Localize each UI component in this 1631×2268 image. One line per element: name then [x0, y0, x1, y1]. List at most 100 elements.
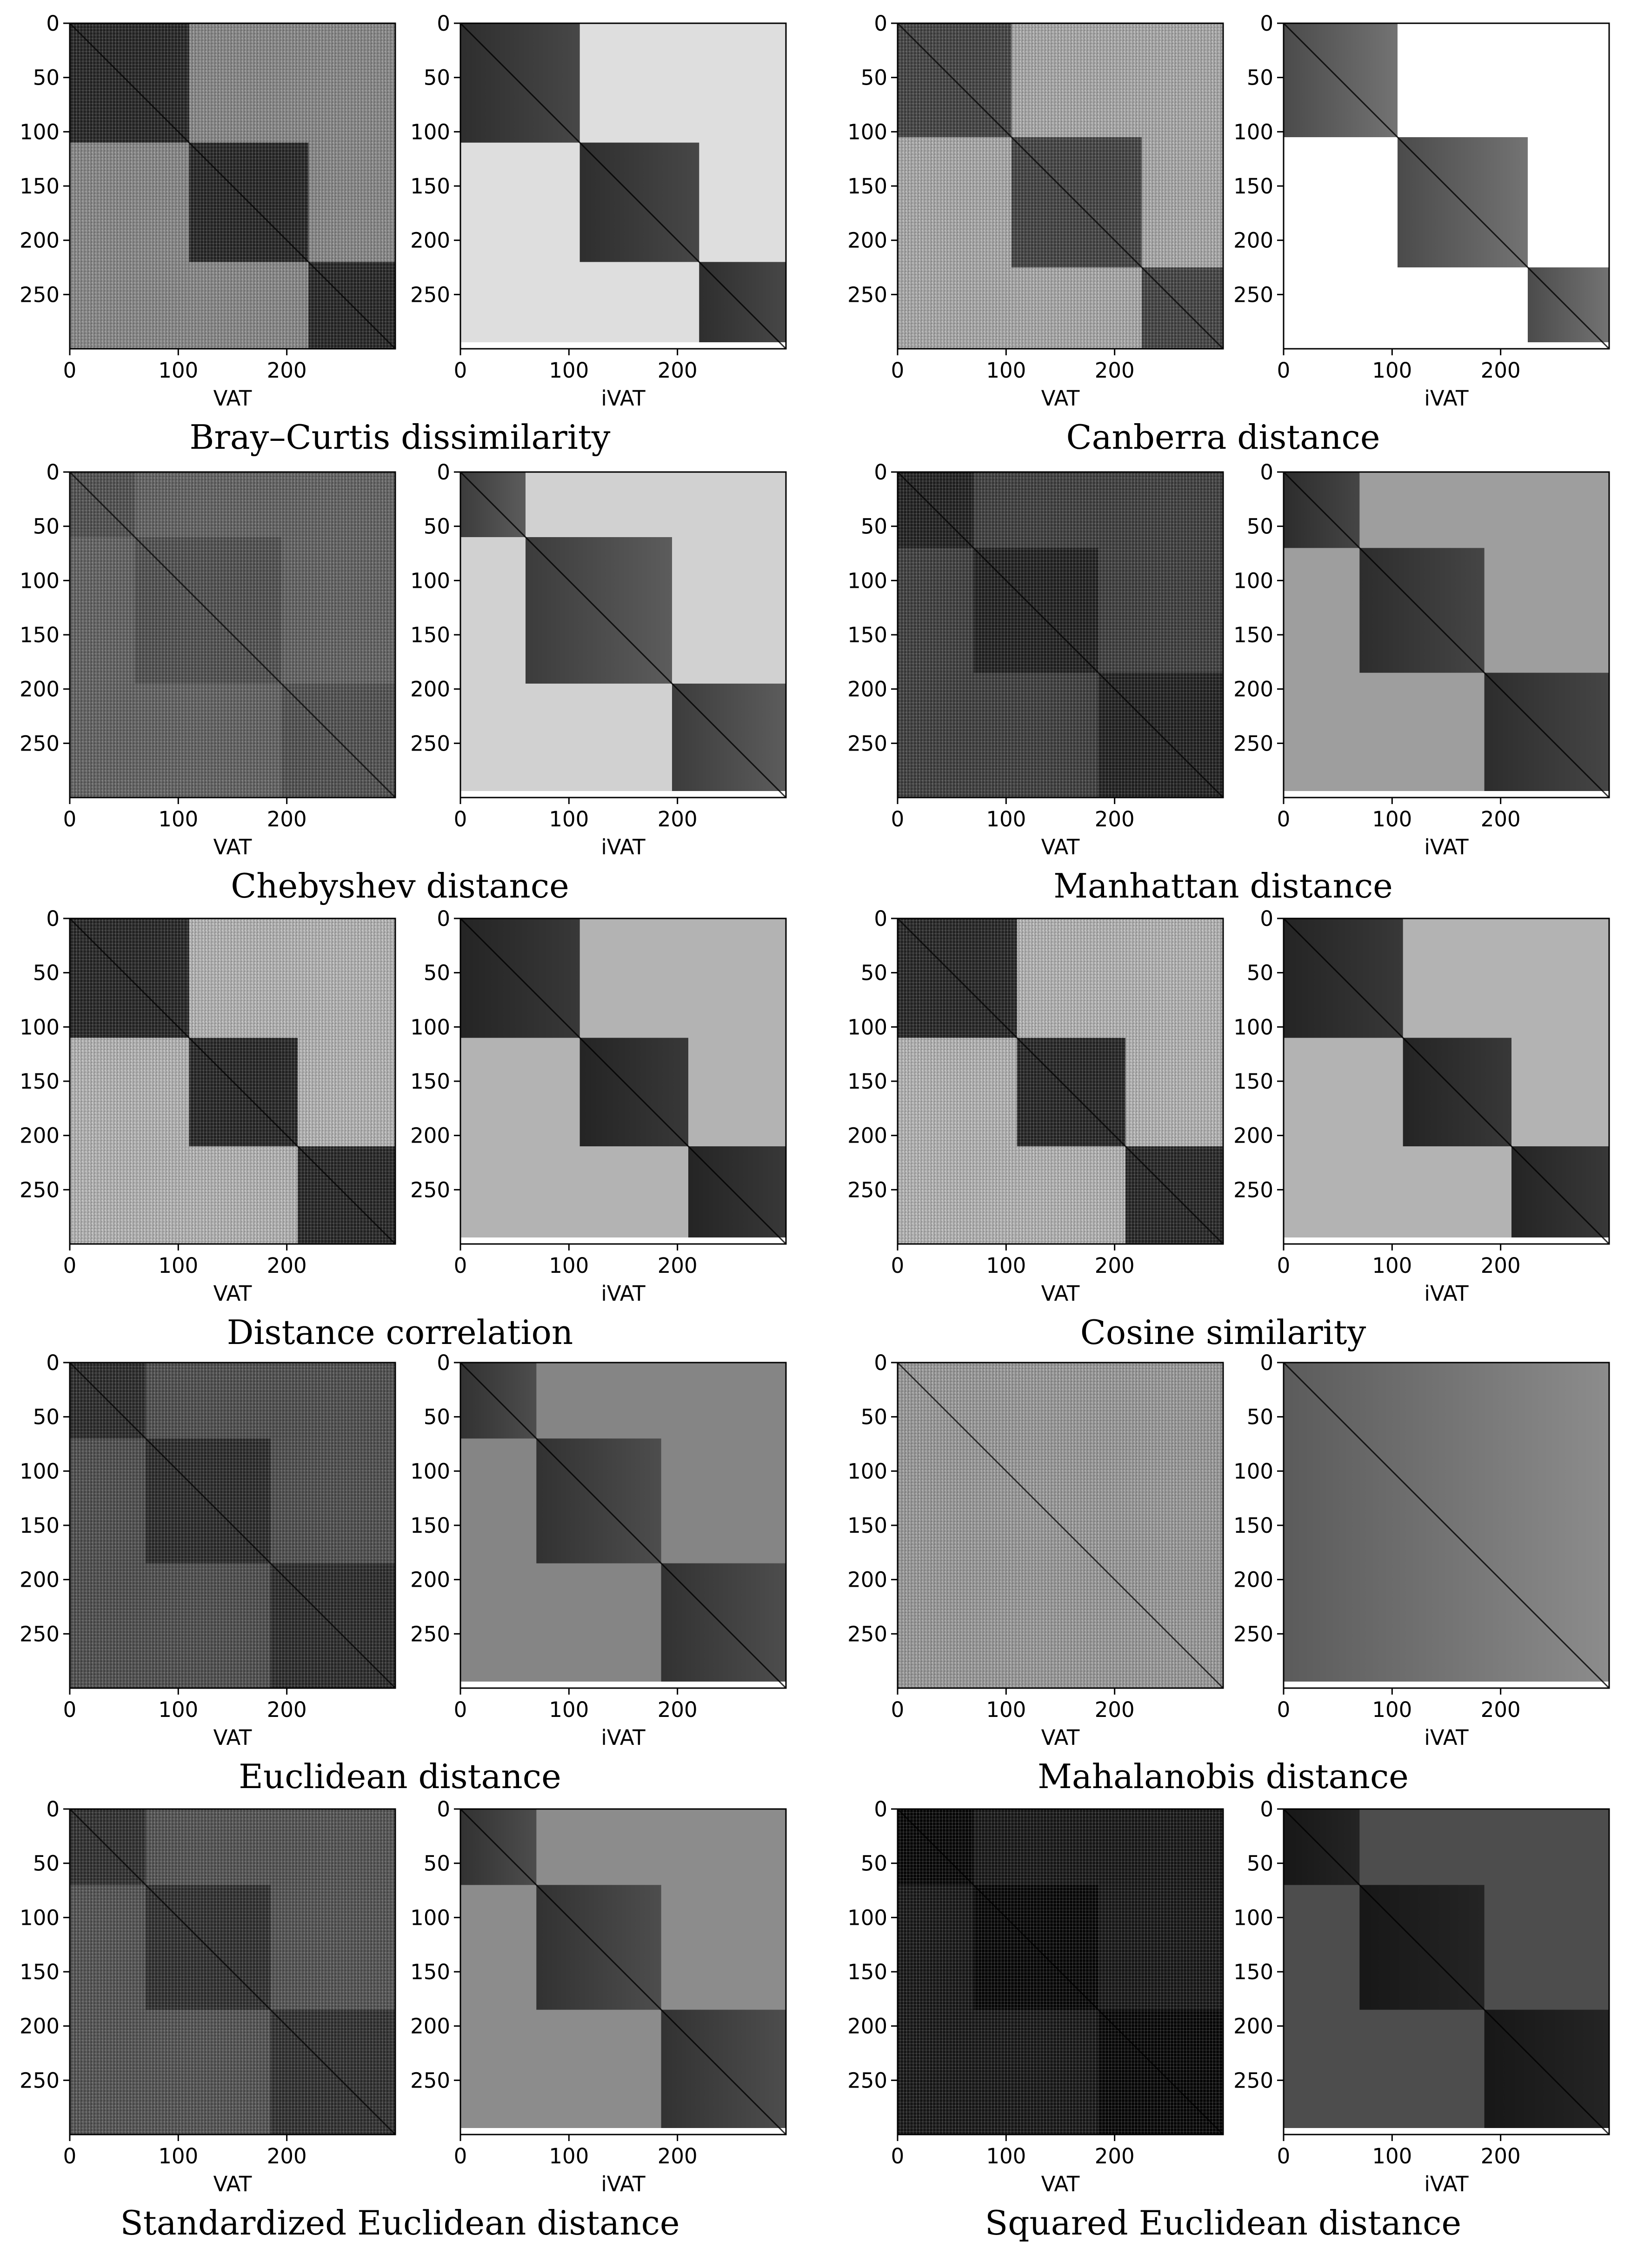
figure-pair: 0 100 200 0 50 100 150 200 250 VAT 0 100 200 0 50 100 15… — [20, 1797, 787, 2242]
vat-diagonal — [70, 918, 395, 1244]
y-tick-label: 150 — [20, 174, 60, 199]
y-tick-label: 150 — [410, 1960, 450, 1984]
vat-heatmap — [70, 1363, 395, 1688]
y-tick-label: 0 — [46, 1350, 60, 1375]
y-tick-label: 0 — [1260, 11, 1273, 36]
y-tick-label: 150 — [410, 1069, 450, 1094]
figure-pair: 0 100 200 0 50 100 150 200 250 VAT 0 100 200 0 50 100 15… — [20, 11, 787, 457]
vat-diagonal — [70, 472, 395, 798]
y-tick-label: 200 — [847, 1568, 887, 1592]
y-tick-label: 150 — [410, 174, 450, 199]
x-tick-label: 200 — [658, 1697, 698, 1722]
y-tick-label: 50 — [33, 1851, 60, 1876]
figure-caption: Squared Euclidean distance — [985, 2203, 1461, 2242]
vat-xlabel: VAT — [1041, 1281, 1080, 1306]
x-tick-label: 100 — [158, 1253, 198, 1278]
x-tick-label: 200 — [1095, 1253, 1135, 1278]
vat-xlabel: VAT — [213, 2172, 252, 2196]
y-tick-label: 0 — [437, 460, 450, 485]
y-tick-label: 200 — [1233, 677, 1273, 702]
vat-diagonal — [70, 23, 395, 349]
y-tick-label: 100 — [20, 1905, 60, 1930]
x-tick-label: 100 — [986, 807, 1026, 831]
figure-caption: Bray–Curtis dissimilarity — [190, 418, 611, 457]
y-tick-label: 0 — [46, 1797, 60, 1822]
y-tick-label: 200 — [847, 228, 887, 253]
y-tick-label: 250 — [20, 731, 60, 756]
y-tick-label: 150 — [20, 1513, 60, 1538]
y-tick-label: 50 — [1247, 1405, 1273, 1430]
y-tick-label: 50 — [424, 514, 450, 539]
vat-xlabel: VAT — [1041, 835, 1080, 859]
figure-pair: 0 100 200 0 50 100 150 200 250 VAT 0 100 200 0 50 100 15… — [847, 1797, 1610, 2242]
ivat-diagonal — [1284, 1363, 1609, 1688]
x-tick-label: 200 — [267, 358, 307, 383]
x-tick-label: 200 — [1095, 807, 1135, 831]
y-tick-label: 250 — [20, 2068, 60, 2093]
y-tick-label: 0 — [1260, 1797, 1273, 1822]
y-tick-label: 150 — [1233, 1513, 1273, 1538]
y-tick-label: 150 — [1233, 1069, 1273, 1094]
y-tick-label: 250 — [20, 1177, 60, 1202]
x-tick-label: 200 — [1095, 1697, 1135, 1722]
y-tick-label: 50 — [33, 66, 60, 90]
x-tick-label: 200 — [267, 807, 307, 831]
y-tick-label: 250 — [1233, 282, 1273, 307]
x-tick-label: 200 — [1481, 807, 1521, 831]
y-tick-label: 100 — [410, 120, 450, 144]
y-tick-label: 0 — [46, 11, 60, 36]
figure-pair: 0 100 200 0 50 100 150 200 250 VAT 0 100 200 0 50 100 15… — [20, 906, 787, 1352]
vat-diagonal — [70, 1809, 395, 2135]
vat-diagonal — [898, 1363, 1223, 1688]
x-tick-label: 100 — [986, 2144, 1026, 2168]
x-tick-label: 200 — [267, 1697, 307, 1722]
ivat-edge-strip — [460, 1237, 786, 1244]
y-tick-label: 0 — [437, 11, 450, 36]
ivat-heatmap — [1284, 918, 1609, 1244]
y-tick-label: 150 — [1233, 174, 1273, 199]
vat-heatmap — [898, 918, 1223, 1244]
x-tick-label: 100 — [1372, 358, 1412, 383]
ivat-diagonal — [460, 1363, 786, 1688]
ivat-edge-strip — [460, 1682, 786, 1688]
x-tick-label: 200 — [658, 1253, 698, 1278]
ivat-edge-strip — [1284, 1237, 1609, 1244]
x-tick-label: 200 — [658, 807, 698, 831]
y-tick-label: 50 — [424, 66, 450, 90]
y-tick-label: 100 — [847, 1905, 887, 1930]
figure-caption: Distance correlation — [227, 1313, 573, 1352]
ivat-diagonal — [460, 918, 786, 1244]
y-tick-label: 200 — [20, 1568, 60, 1592]
ivat-diagonal — [1284, 23, 1609, 349]
y-tick-label: 200 — [847, 1124, 887, 1148]
x-tick-label: 0 — [454, 358, 467, 383]
figure-pair: 0 100 200 0 50 100 150 200 250 VAT 0 100 200 0 50 100 15… — [847, 460, 1610, 905]
y-tick-label: 100 — [1233, 120, 1273, 144]
y-tick-label: 100 — [847, 1015, 887, 1039]
x-tick-label: 100 — [1372, 807, 1412, 831]
x-tick-label: 0 — [63, 807, 77, 831]
x-tick-label: 0 — [891, 1697, 905, 1722]
x-tick-label: 200 — [1481, 358, 1521, 383]
ivat-edge-strip — [1284, 791, 1609, 798]
y-tick-label: 200 — [1233, 1124, 1273, 1148]
x-tick-label: 200 — [1481, 1697, 1521, 1722]
y-tick-label: 250 — [410, 282, 450, 307]
y-tick-label: 100 — [20, 120, 60, 144]
ivat-xlabel: iVAT — [601, 386, 646, 411]
y-tick-label: 150 — [847, 174, 887, 199]
y-tick-label: 0 — [1260, 1350, 1273, 1375]
y-tick-label: 250 — [847, 731, 887, 756]
ivat-edge-strip — [460, 342, 786, 349]
x-tick-label: 0 — [891, 1253, 905, 1278]
y-tick-label: 100 — [20, 568, 60, 593]
y-tick-label: 100 — [410, 1905, 450, 1930]
y-tick-label: 200 — [20, 677, 60, 702]
y-tick-label: 50 — [861, 1405, 887, 1430]
ivat-xlabel: iVAT — [601, 1725, 646, 1750]
y-tick-label: 50 — [1247, 1851, 1273, 1876]
x-tick-label: 0 — [63, 1697, 77, 1722]
x-tick-label: 100 — [549, 358, 589, 383]
y-tick-label: 150 — [847, 1069, 887, 1094]
y-tick-label: 150 — [1233, 1960, 1273, 1984]
